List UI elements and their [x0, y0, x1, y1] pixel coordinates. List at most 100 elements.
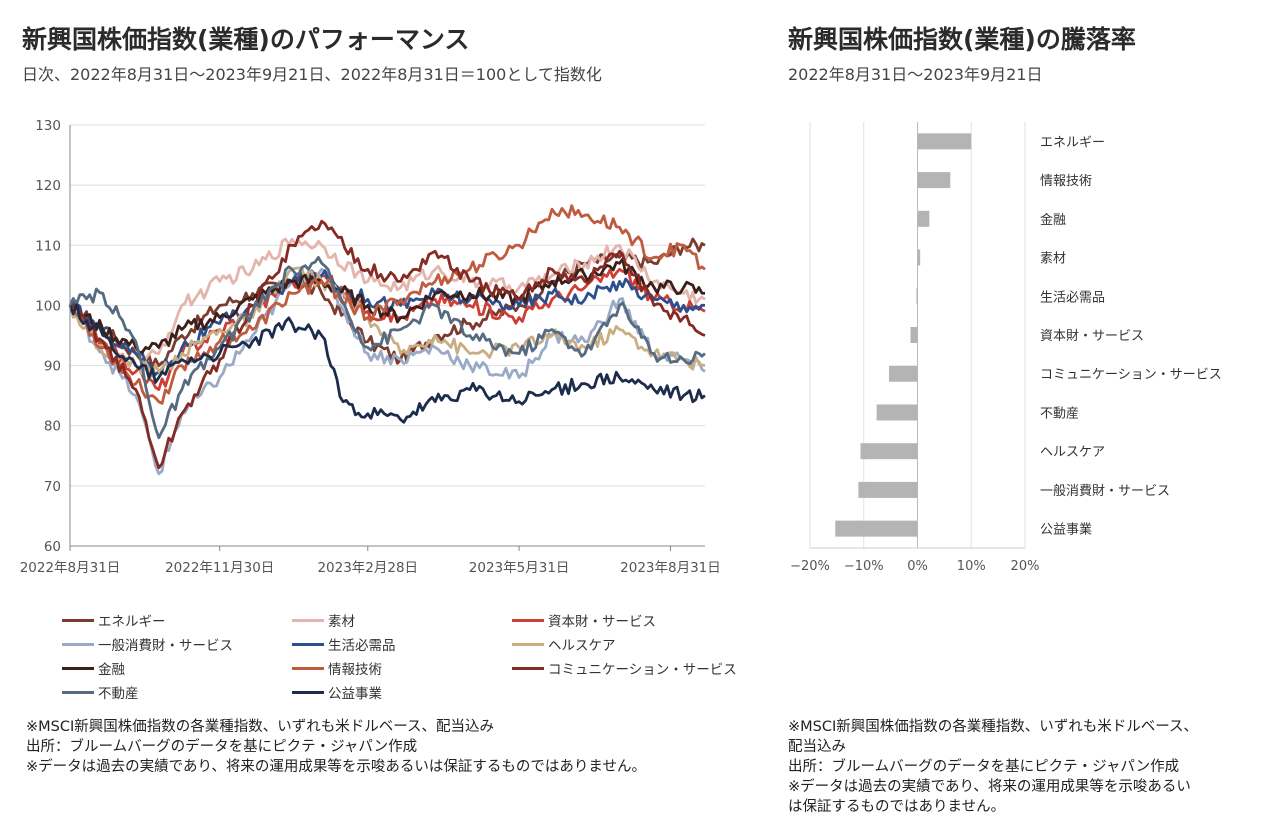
legend-label: 一般消費財・サービス: [98, 638, 233, 654]
series-line: [68, 267, 706, 476]
bar: [917, 133, 972, 150]
legend-swatch: [292, 666, 324, 670]
category-label: 素材: [1040, 252, 1066, 267]
x-tick-label: 2023年5月31日: [469, 560, 570, 576]
legend-item: コミュニケーション・サービス: [512, 658, 737, 678]
legend-swatch: [512, 642, 544, 646]
legend-swatch: [62, 690, 94, 694]
category-label: 不動産: [1040, 405, 1079, 421]
legend-swatch: [512, 618, 544, 622]
legend-label: 情報技術: [328, 662, 382, 678]
category-label: エネルギー: [1040, 135, 1105, 150]
legend-item: 一般消費財・サービス: [62, 634, 233, 654]
line-chart-subtitle: 日次、2022年8月31日～2023年9月21日、2022年8月31日＝100と…: [22, 65, 602, 84]
series-line: [68, 257, 706, 354]
note-line: ※データは過去の実績であり、将来の運用成果等を示唆あるい: [788, 779, 1191, 795]
legend-item: 金融: [62, 658, 125, 678]
legend-swatch: [512, 666, 544, 670]
series-line: [69, 219, 706, 470]
y-tick-label: 60: [44, 539, 61, 555]
legend-item: 公益事業: [292, 682, 382, 702]
legend-swatch: [292, 642, 324, 646]
y-tick-label: 130: [35, 118, 61, 134]
legend-label: 金融: [98, 662, 125, 678]
legend-label: 素材: [328, 614, 355, 630]
bar-chart-labels: −20% −10% 0% 10% 20% エネルギー情報技術金融素材生活必需品資本財・サー…: [790, 135, 1222, 574]
x-tick-label: 2023年8月31日: [620, 560, 721, 576]
x-tick-label: 0%: [907, 559, 928, 574]
bar-chart-subtitle: 2022年8月31日～2023年9月21日: [788, 65, 1043, 84]
note-line: 配当込み: [788, 739, 846, 755]
y-tick-label: 120: [35, 178, 61, 194]
bar-chart-title: 新興国株価指数(業種)の騰落率: [788, 25, 1136, 54]
y-tick-label: 100: [35, 298, 61, 314]
line-chart-title: 新興国株価指数(業種)のパフォーマンス: [22, 25, 470, 54]
category-label: 金融: [1040, 212, 1066, 228]
x-tick-label: 2022年11月30日: [165, 560, 274, 576]
legend-item: 不動産: [62, 682, 139, 702]
category-label: 生活必需品: [1040, 290, 1105, 305]
x-tick-label: 10%: [957, 559, 986, 574]
legend-item: ヘルスケア: [512, 634, 616, 654]
category-label: 公益事業: [1040, 522, 1092, 538]
bar: [916, 288, 918, 305]
legend-label: 不動産: [98, 686, 139, 702]
x-tick-label: 20%: [1011, 559, 1040, 574]
bar: [910, 327, 918, 343]
bar-chart-notes: ※MSCI新興国株価指数の各業種指数、いずれも米ドルベース、 配当込み出所：ブルー…: [788, 717, 1198, 817]
category-label: 資本財・サービス: [1040, 329, 1144, 344]
series-line: [68, 204, 706, 405]
legend-item: 生活必需品: [292, 634, 396, 654]
category-label: ヘルスケア: [1040, 445, 1105, 460]
legend-swatch: [292, 690, 324, 694]
note-line: ※データは過去の実績であり、将来の運用成果等を示唆あるいは保証するものではありま…: [26, 759, 646, 775]
legend-swatch: [292, 618, 324, 622]
bar: [835, 520, 918, 537]
legend-label: コミュニケーション・サービス: [548, 662, 737, 678]
series-line: [68, 237, 706, 371]
series-line: [68, 255, 706, 440]
bar-chart-grid: [809, 122, 1026, 549]
legend-label: 公益事業: [328, 686, 382, 702]
bar: [860, 443, 918, 460]
category-label: 情報技術: [1040, 174, 1092, 189]
note-line: ※MSCI新興国株価指数の各業種指数、いずれも米ドルベース、: [788, 719, 1199, 735]
x-tick-label: 2022年8月31日: [20, 560, 121, 576]
legend-label: 資本財・サービス: [548, 614, 656, 630]
bar-chart-bars: [835, 133, 972, 537]
note-line: は保証するものではありません。: [788, 799, 1006, 815]
bar: [876, 404, 918, 421]
line-chart-notes: ※MSCI新興国株価指数の各業種指数、いずれも米ドルベース、配当込み 出所：ブルー…: [26, 717, 646, 777]
legend-item: 資本財・サービス: [512, 610, 656, 630]
y-tick-label: 110: [35, 238, 61, 254]
bar: [889, 365, 918, 382]
series-line: [69, 237, 706, 368]
x-tick-label: 2023年2月28日: [317, 560, 418, 576]
legend-label: エネルギー: [98, 614, 166, 630]
bar: [917, 249, 921, 266]
bar: [917, 210, 930, 227]
category-label: 一般消費財・サービス: [1040, 483, 1170, 499]
line-chart-axes: 60 70 80 90 100 110 120 130 2022年8月31日 2022年11月30…: [20, 118, 721, 576]
legend-item: 情報技術: [292, 658, 382, 678]
legend-swatch: [62, 666, 94, 670]
bar-chart: −20% −10% 0% 10% 20% エネルギー情報技術金融素材生活必需品資本財・サー…: [790, 122, 1222, 574]
y-tick-label: 70: [44, 479, 61, 495]
note-line: 出所：ブルームバーグのデータを基にピクテ・ジャパン作成: [26, 739, 418, 755]
category-label: コミュニケーション・サービス: [1040, 368, 1222, 383]
y-tick-label: 80: [44, 419, 61, 435]
legend-item: 素材: [292, 610, 355, 630]
y-tick-label: 90: [44, 359, 61, 375]
note-line: 出所：ブルームバーグのデータを基にピクテ・ジャパン作成: [788, 759, 1180, 775]
bar: [858, 481, 918, 498]
x-tick-label: −20%: [790, 559, 830, 574]
legend-label: ヘルスケア: [548, 638, 616, 654]
legend-item: エネルギー: [62, 610, 166, 630]
legend-swatch: [62, 618, 94, 622]
line-chart-series: [68, 204, 706, 476]
x-tick-label: −10%: [844, 559, 884, 574]
note-line: ※MSCI新興国株価指数の各業種指数、いずれも米ドルベース、配当込み: [26, 719, 495, 735]
series-line: [68, 303, 706, 424]
bar: [917, 172, 951, 189]
legend-swatch: [62, 642, 94, 646]
